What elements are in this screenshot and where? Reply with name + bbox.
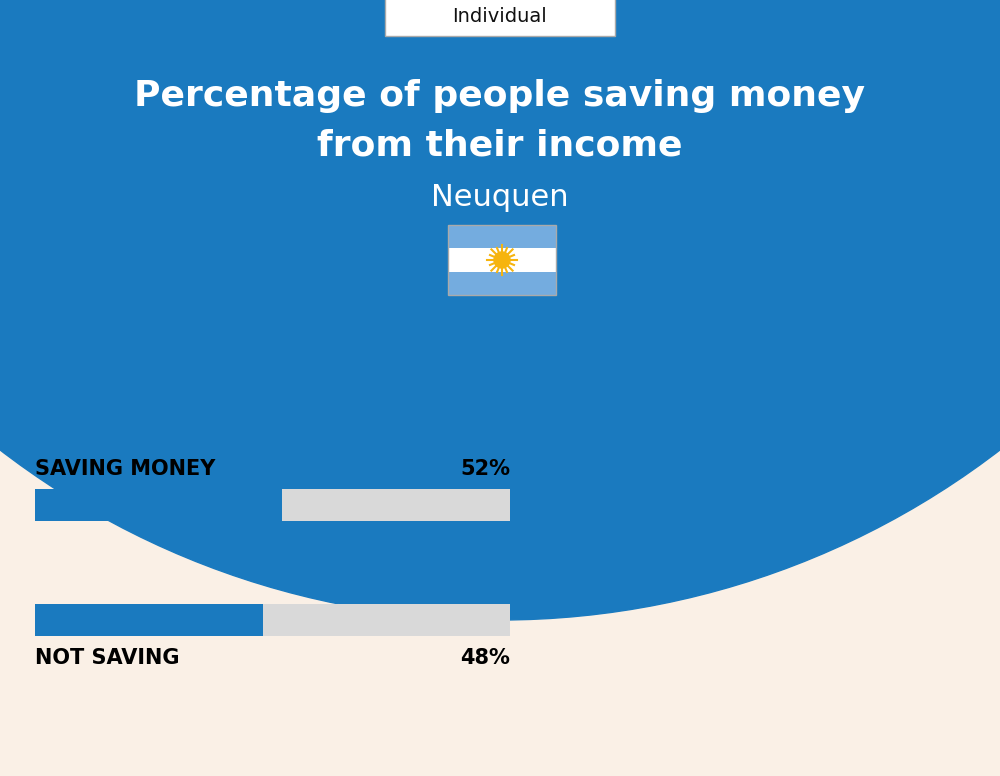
- FancyBboxPatch shape: [385, 0, 615, 36]
- Bar: [35, 604, 263, 636]
- Bar: [35, 489, 510, 521]
- Text: Percentage of people saving money: Percentage of people saving money: [134, 79, 866, 113]
- Bar: [35, 489, 282, 521]
- Text: 48%: 48%: [460, 648, 510, 668]
- Text: SAVING MONEY: SAVING MONEY: [35, 459, 215, 479]
- Bar: [448, 272, 556, 295]
- Text: from their income: from their income: [317, 129, 683, 163]
- Text: Neuquen: Neuquen: [431, 183, 569, 213]
- Bar: [448, 248, 556, 272]
- Bar: [448, 225, 556, 295]
- Text: Individual: Individual: [453, 8, 547, 26]
- Circle shape: [0, 0, 1000, 620]
- Bar: [35, 604, 510, 636]
- Text: NOT SAVING: NOT SAVING: [35, 648, 180, 668]
- Text: 52%: 52%: [460, 459, 510, 479]
- Circle shape: [494, 252, 510, 268]
- Bar: [448, 225, 556, 248]
